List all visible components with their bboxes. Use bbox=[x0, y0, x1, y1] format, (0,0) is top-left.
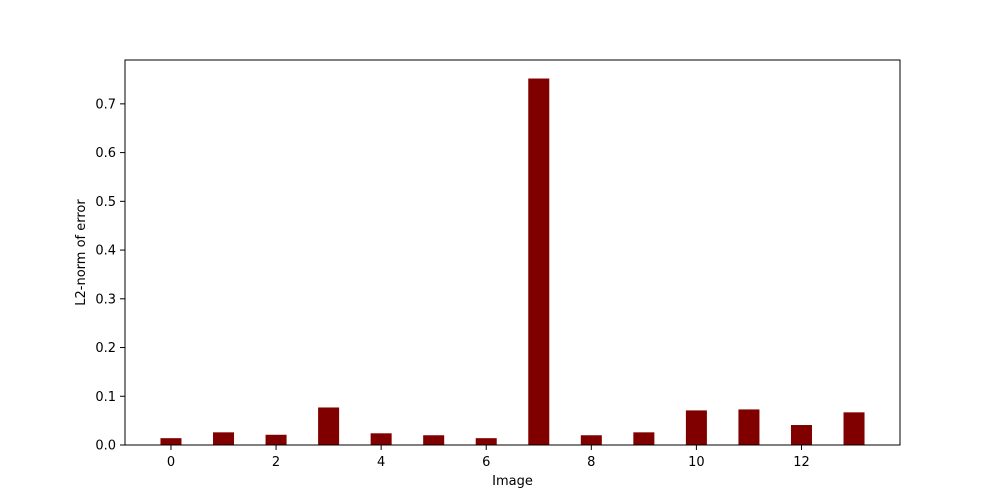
x-tick-label: 6 bbox=[482, 455, 490, 470]
bars-group bbox=[160, 78, 865, 446]
bar-image-9 bbox=[633, 432, 655, 445]
y-axis: 0.0 0.1 0.2 0.3 0.4 0.5 0.6 0.7 bbox=[95, 97, 125, 454]
x-tick-label: 12 bbox=[793, 455, 810, 470]
bar-image-3 bbox=[318, 407, 340, 445]
x-tick-label: 4 bbox=[377, 455, 385, 470]
bar-image-6 bbox=[475, 438, 497, 445]
y-tick-label: 0.6 bbox=[95, 146, 116, 161]
y-tick-label: 0.5 bbox=[95, 195, 116, 210]
y-tick-label: 0.1 bbox=[95, 390, 116, 405]
bar-image-12 bbox=[790, 425, 812, 445]
bar-image-11 bbox=[738, 409, 760, 445]
x-tick-label: 2 bbox=[272, 455, 280, 470]
bar-image-8 bbox=[580, 435, 602, 445]
y-tick-label: 0.0 bbox=[95, 439, 116, 454]
bar-image-10 bbox=[685, 410, 707, 445]
x-axis-label: Image bbox=[492, 474, 533, 489]
x-tick-label: 0 bbox=[167, 455, 175, 470]
bar-image-2 bbox=[265, 434, 287, 445]
bar-image-1 bbox=[213, 432, 235, 445]
bar-image-5 bbox=[423, 435, 445, 445]
bar-image-0 bbox=[160, 438, 182, 445]
bar-image-7 bbox=[528, 78, 550, 446]
y-tick-label: 0.2 bbox=[95, 341, 116, 356]
bar-image-4 bbox=[370, 433, 392, 445]
x-tick-label: 8 bbox=[587, 455, 595, 470]
bar-image-13 bbox=[843, 412, 865, 445]
y-tick-label: 0.7 bbox=[95, 97, 116, 112]
x-tick-label: 10 bbox=[688, 455, 705, 470]
y-axis-label: L2-norm of error bbox=[74, 199, 89, 306]
y-tick-label: 0.4 bbox=[95, 244, 116, 259]
plot-frame bbox=[124, 59, 901, 446]
x-axis: 0 2 4 6 8 10 12 bbox=[167, 445, 810, 470]
y-tick-label: 0.3 bbox=[95, 292, 116, 307]
